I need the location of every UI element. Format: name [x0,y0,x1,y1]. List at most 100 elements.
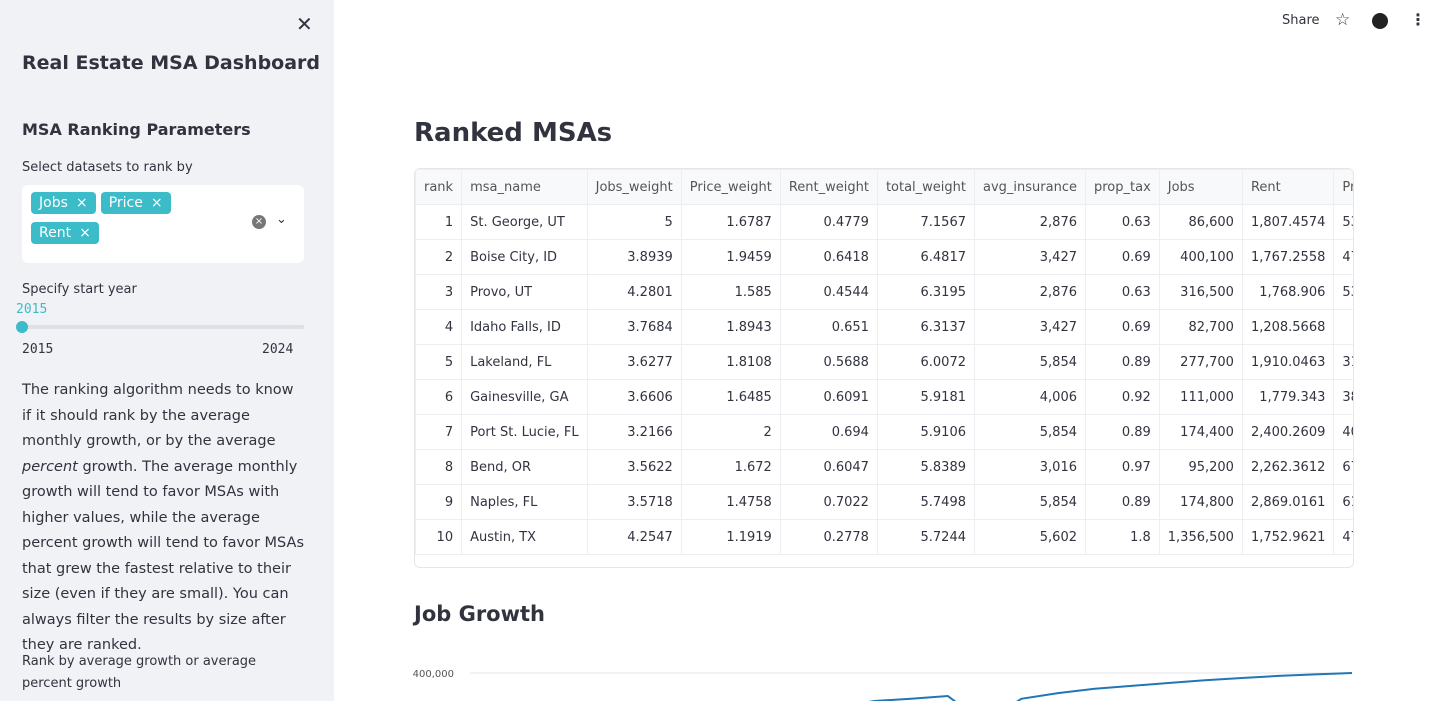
table-frame: rank msa_name Jobs_weight Price_weight Rent_… [414,168,1354,568]
line-series [868,672,1353,701]
cell: 4.2801 [586,274,682,310]
column-header: prop_tax [1084,169,1160,205]
cell: 1.672 [680,449,781,485]
cell: 0.97 [1084,449,1160,485]
cell: 277,700 [1158,344,1243,380]
cell: 0.89 [1084,484,1160,520]
cell: 0.6091 [779,379,878,415]
header-row: rank msa_name Jobs_weight Price_weight Rent_… [415,169,1353,205]
column-header: avg_insurance [974,169,1086,205]
cell: 10 [415,519,463,555]
column-header: Jobs_weight [586,169,682,205]
cell: 2 [680,414,781,450]
cell: Naples, FL [461,484,588,520]
row: 8 Bend, OR 3.5622 1.672 0.6047 5.8389 3,016 0.9… [415,449,1353,485]
cell: 389,177 [1333,309,1353,345]
cell: 174,400 [1158,414,1243,450]
label: Specify start year [22,282,137,297]
share-button[interactable]: Share [1282,13,1320,28]
star-icon[interactable]: ☆ [1335,10,1351,30]
cell: 95,200 [1158,449,1243,485]
cell: 3.8939 [586,239,682,275]
cell: 6.3137 [876,309,976,345]
chip[interactable]: Jobs × [31,192,96,214]
menu-icon[interactable]: ⋮ [1410,10,1426,29]
cell: 82,700 [1158,309,1243,345]
cell: 3,016 [974,449,1086,485]
cell: Austin, TX [461,519,588,555]
github-icon[interactable] [1372,13,1388,29]
cell: St. George, UT [461,204,588,240]
cell: 6.0072 [876,344,976,380]
clear[interactable]: × [252,215,266,229]
cell: 4.2547 [586,519,682,555]
multiselect[interactable]: Jobs × Price × Rent × × ⌄ [22,185,304,263]
cell: 8 [415,449,463,485]
cell: 1,767.2558 [1241,239,1335,275]
column-header: total_weight [876,169,976,205]
cell: 5.8389 [876,449,976,485]
cell: 1,752.9621 [1241,519,1335,555]
cell: 534,679.7 [1333,274,1353,310]
cell: 400,100 [1158,239,1243,275]
dropdown[interactable]: ⌄ [276,212,287,227]
chip[interactable]: Rent × [31,222,99,244]
chip[interactable]: Price × [100,192,171,214]
cell: 1.585 [680,274,781,310]
cell: 174,800 [1158,484,1243,520]
chip-remove: × [150,195,163,211]
cell: 5.7244 [876,519,976,555]
column-header: msa_name [461,169,588,205]
chart: 400,000 [413,669,1353,701]
cell: 5.7498 [876,484,976,520]
cell: Provo, UT [461,274,588,310]
cell: 1.8108 [680,344,781,380]
text: percent [22,458,78,475]
table: rank msa_name Jobs_weight Price_weight Rent_… [415,169,1353,555]
cell: 676,139.1 [1333,449,1353,485]
cell: Bend, OR [461,449,588,485]
sidebar-title: Real Estate MSA Dashboard [22,52,321,74]
cell: 111,000 [1158,379,1243,415]
text: The ranking algorithm needs to know if i… [22,382,294,449]
cell: 1,910.0463 [1241,344,1335,380]
cell: 1.1919 [680,519,781,555]
cell: 1,779.343 [1241,379,1335,415]
cell: 5,854 [974,484,1086,520]
label: Rank by average growth or average percen… [22,654,257,691]
cell: 1,807.4574 [1241,204,1335,240]
cell: 1,768.906 [1241,274,1335,310]
cell: 0.69 [1084,239,1160,275]
text: growth. The average monthly growth will … [22,458,305,654]
row: 7 Port St. Lucie, FL 3.2166 2 0.694 5.9106 5,8… [415,414,1353,450]
cell: 0.651 [779,309,878,345]
row: 6 Gainesville, GA 3.6606 1.6485 0.6091 5.9181… [415,379,1353,415]
cell: 4 [415,309,463,345]
slider-value: 2015 [16,302,48,317]
cell: 3.2166 [586,414,682,450]
row: 1 St. George, UT 5 1.6787 0.4779 7.1567 2,876 0… [415,204,1353,240]
cell: 3,427 [974,239,1086,275]
row: 4 Idaho Falls, ID 3.7684 1.8943 0.651 6.3137 3… [415,309,1353,345]
cell: 0.89 [1084,344,1160,380]
cell: 5 [586,204,682,240]
cell: 0.6047 [779,449,878,485]
row: 9 Naples, FL 3.5718 1.4758 0.7022 5.7498 5,854… [415,484,1353,520]
cell: 1,208.5668 [1241,309,1335,345]
cell: 3,427 [974,309,1086,345]
cell: 470,662.3 [1333,519,1353,555]
cell: 1.8943 [680,309,781,345]
cell: 2 [415,239,463,275]
chip-label: Rent [39,225,72,241]
cell: 6.3195 [876,274,976,310]
slider-thumb[interactable] [16,321,28,333]
cell: Idaho Falls, ID [461,309,588,345]
cell: 5.9106 [876,414,976,450]
cell: 0.7022 [779,484,878,520]
cell: 3.6277 [586,344,682,380]
explanation: The ranking algorithm needs to know if i… [22,378,306,659]
close-sidebar[interactable]: ✕ [296,12,313,36]
cell: Port St. Lucie, FL [461,414,588,450]
column-header: rank [415,169,463,205]
